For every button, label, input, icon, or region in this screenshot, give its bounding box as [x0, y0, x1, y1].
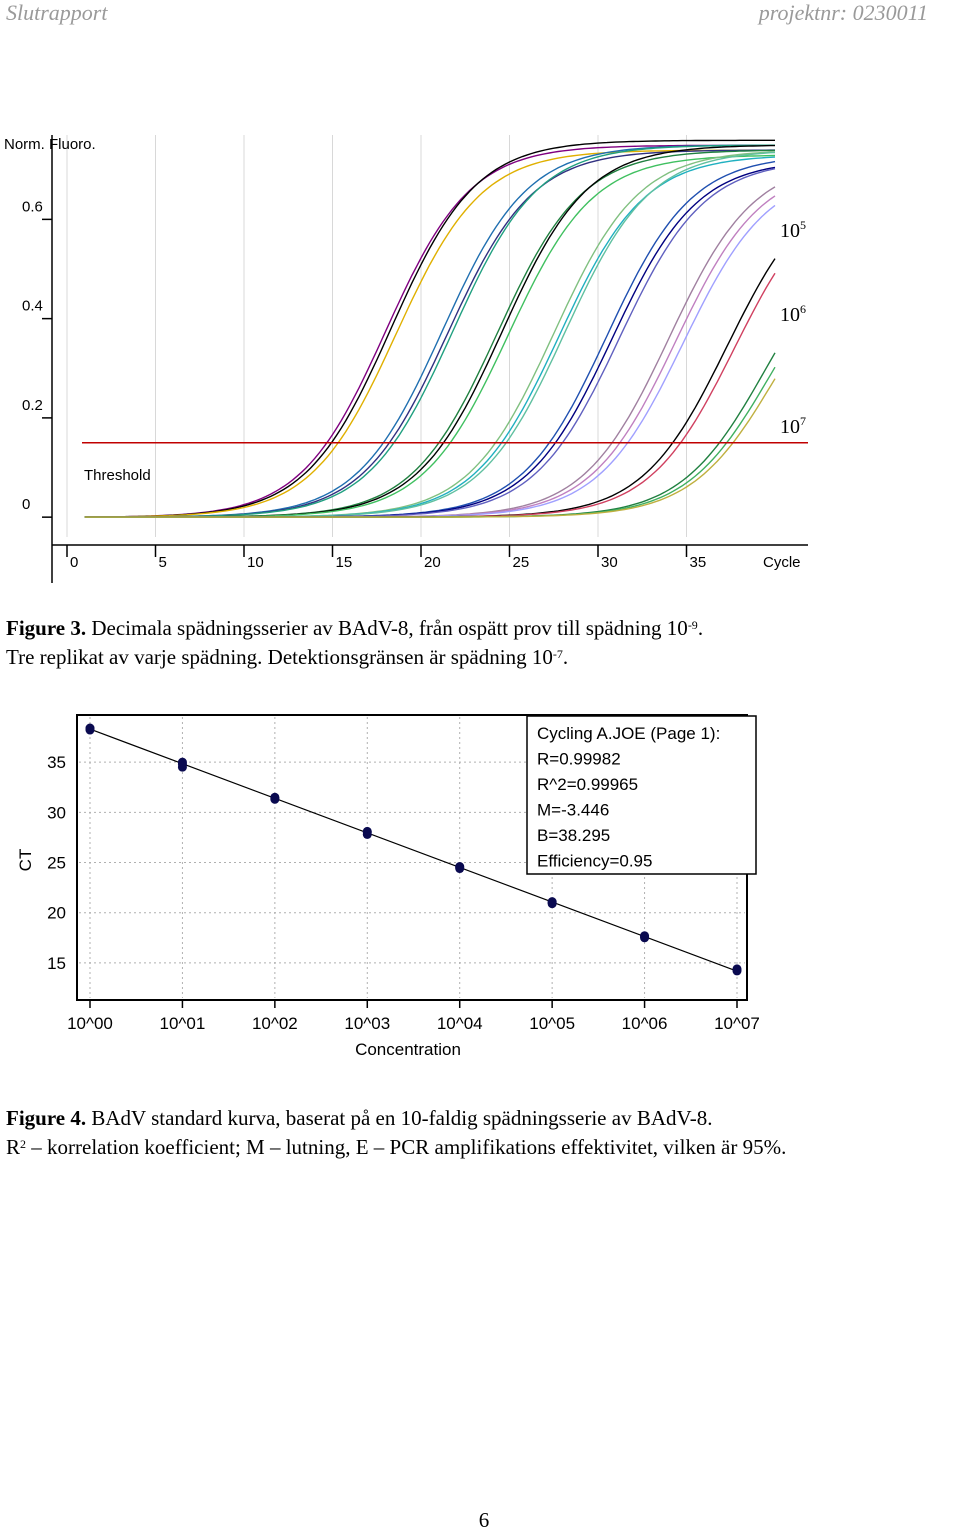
fig3-x-tick-label: 10 — [247, 554, 264, 571]
fig3-x-tick-label: 5 — [159, 554, 167, 571]
fig4-stats-line: Efficiency=0.95 — [537, 852, 652, 871]
fig4-stats-line: Cycling A.JOE (Page 1): — [537, 724, 720, 743]
fig3-y-tick-label: 0.6 — [22, 198, 43, 215]
fig3-x-tick-label: 30 — [601, 554, 618, 571]
fig3-x-tick-label: 25 — [513, 554, 530, 571]
figure4-caption-label: Figure 4. — [6, 1106, 87, 1130]
fig3-curve — [84, 378, 776, 518]
fig4-stats-line: R=0.99982 — [537, 750, 621, 769]
fig4-x-tick-label: 10^04 — [437, 1014, 483, 1033]
page-number: 6 — [478, 1508, 490, 1532]
fig4-y-tick-label: 30 — [47, 803, 66, 822]
figure3-caption: Figure 3. Decimala spädningsserier av BA… — [6, 614, 956, 672]
fig4-stats-frame — [526, 715, 757, 875]
header-title: Slutrapport — [6, 0, 108, 25]
fig3-y-axis-label: Norm. Fluoro. — [4, 136, 96, 153]
fig3-curve — [84, 258, 776, 518]
fig4-x-tick-label: 10^02 — [252, 1014, 298, 1033]
fig4-x-tick-label: 10^05 — [529, 1014, 575, 1033]
fig4-data-point — [640, 931, 650, 941]
fig3-gridlines — [66, 135, 687, 537]
fig4-stats-line: R^2=0.99965 — [537, 775, 638, 794]
fig3-curves — [84, 139, 776, 518]
fig4-regression-line — [89, 728, 738, 972]
fig3-curve — [84, 160, 776, 518]
fig4-stats-line: M=-3.446 — [537, 801, 609, 820]
fig3-curve — [84, 156, 776, 518]
fig4-data-point — [177, 759, 187, 769]
fig3-curve — [84, 149, 775, 518]
fig4-data-point — [85, 725, 95, 735]
fig4-data-point — [547, 899, 557, 909]
standard-curve-chart: 10^00 10^01 10^02 10^03 10^04 10^05 10^06 10^07… — [16, 714, 760, 1059]
figure3-caption-line1: Decimala spädningsserier av BAdV-8, från… — [91, 616, 688, 640]
fig4-regression-line-path — [89, 728, 738, 972]
figure3-caption-line2-end: . — [562, 645, 569, 669]
fig3-curve — [84, 168, 776, 518]
fig3-annotation: 106 — [780, 302, 806, 326]
fig3-curve — [84, 154, 776, 518]
fig3-x-tick-label: 20 — [424, 554, 441, 571]
figure4-caption-line2-start: R — [6, 1135, 21, 1159]
figure4-caption-line2-exp: 2 — [20, 1137, 27, 1151]
fig4-x-tick-label: 10^00 — [67, 1014, 113, 1033]
figure3-caption-line1-end: . — [697, 616, 704, 640]
fig4-x-tick-label: 10^07 — [714, 1014, 760, 1033]
fig3-annotation: 105 — [780, 218, 806, 242]
figure3-caption-line2-exp: -7 — [552, 647, 563, 661]
fig3-x-tick-label: 0 — [70, 554, 78, 571]
figure3-caption-line1-exp: -9 — [687, 618, 698, 632]
fig3-tick-labels: 0 5 10 15 20 25 30 35 0 0.2 0.4 0.6 — [22, 198, 706, 571]
fig3-x-axis-label: Cycle — [763, 554, 801, 571]
fig4-y-tick-label: 35 — [47, 753, 66, 772]
fig4-data-point — [270, 792, 280, 802]
fig4-x-tick-label: 10^01 — [160, 1014, 206, 1033]
fig4-x-tick-label: 10^06 — [622, 1014, 668, 1033]
fig3-y-tick-label: 0 — [22, 496, 30, 513]
figure4-caption-line2-rest: – korrelation koefficient; M – lutning, … — [26, 1135, 787, 1159]
fig4-data-point — [362, 826, 372, 836]
fig4-stats-box: Cycling A.JOE (Page 1): R=0.99982 R^2=0.99… — [526, 715, 757, 875]
fig4-stats-line: B=38.295 — [537, 826, 610, 845]
fig3-curve — [84, 144, 775, 518]
figure3-caption-line2: Tre replikat av varje spädning. Detektio… — [6, 645, 553, 669]
fig3-curve — [84, 144, 775, 518]
fig3-curve — [84, 204, 776, 518]
fig4-points — [85, 723, 742, 976]
fig3-threshold-label: Threshold — [84, 467, 151, 484]
fig3-annotation: 107 — [780, 414, 806, 438]
fig4-data-point — [455, 863, 465, 873]
fig3-curve — [84, 272, 776, 518]
fig3-curve — [84, 144, 775, 518]
fig4-y-tick-label: 25 — [47, 854, 66, 873]
fig3-x-tick-label: 15 — [336, 554, 353, 571]
header-project-number: projektnr: 0230011 — [758, 0, 928, 25]
figure4-caption: Figure 4. BAdV standard kurva, baserat p… — [6, 1104, 956, 1162]
fig3-y-tick-label: 0.4 — [22, 298, 43, 315]
fig4-tick-labels: 10^00 10^01 10^02 10^03 10^04 10^05 10^06 10^07… — [47, 753, 760, 1033]
fig4-x-axis-label: Concentration — [355, 1040, 461, 1059]
fig4-y-axis-label: CT — [16, 849, 35, 872]
fig3-y-tick-label: 0.2 — [22, 397, 43, 414]
fig4-data-point — [732, 964, 742, 974]
figure3-caption-label: Figure 3. — [6, 616, 87, 640]
fig3-curve — [84, 151, 776, 518]
amplification-chart: 0 5 10 15 20 25 30 35 0 0.2 0.4 0.6 Norm. Fluoro. C… — [4, 135, 808, 583]
fig4-y-tick-label: 15 — [47, 954, 66, 973]
fig3-annotations: 105 106 107 — [780, 218, 806, 438]
fig3-x-tick-label: 35 — [690, 554, 707, 571]
fig4-y-tick-label: 20 — [47, 904, 66, 923]
fig4-x-tick-label: 10^03 — [344, 1014, 390, 1033]
fig3-axes — [42, 135, 808, 583]
figure4-caption-line1: BAdV standard kurva, baserat på en 10-fa… — [91, 1106, 713, 1130]
